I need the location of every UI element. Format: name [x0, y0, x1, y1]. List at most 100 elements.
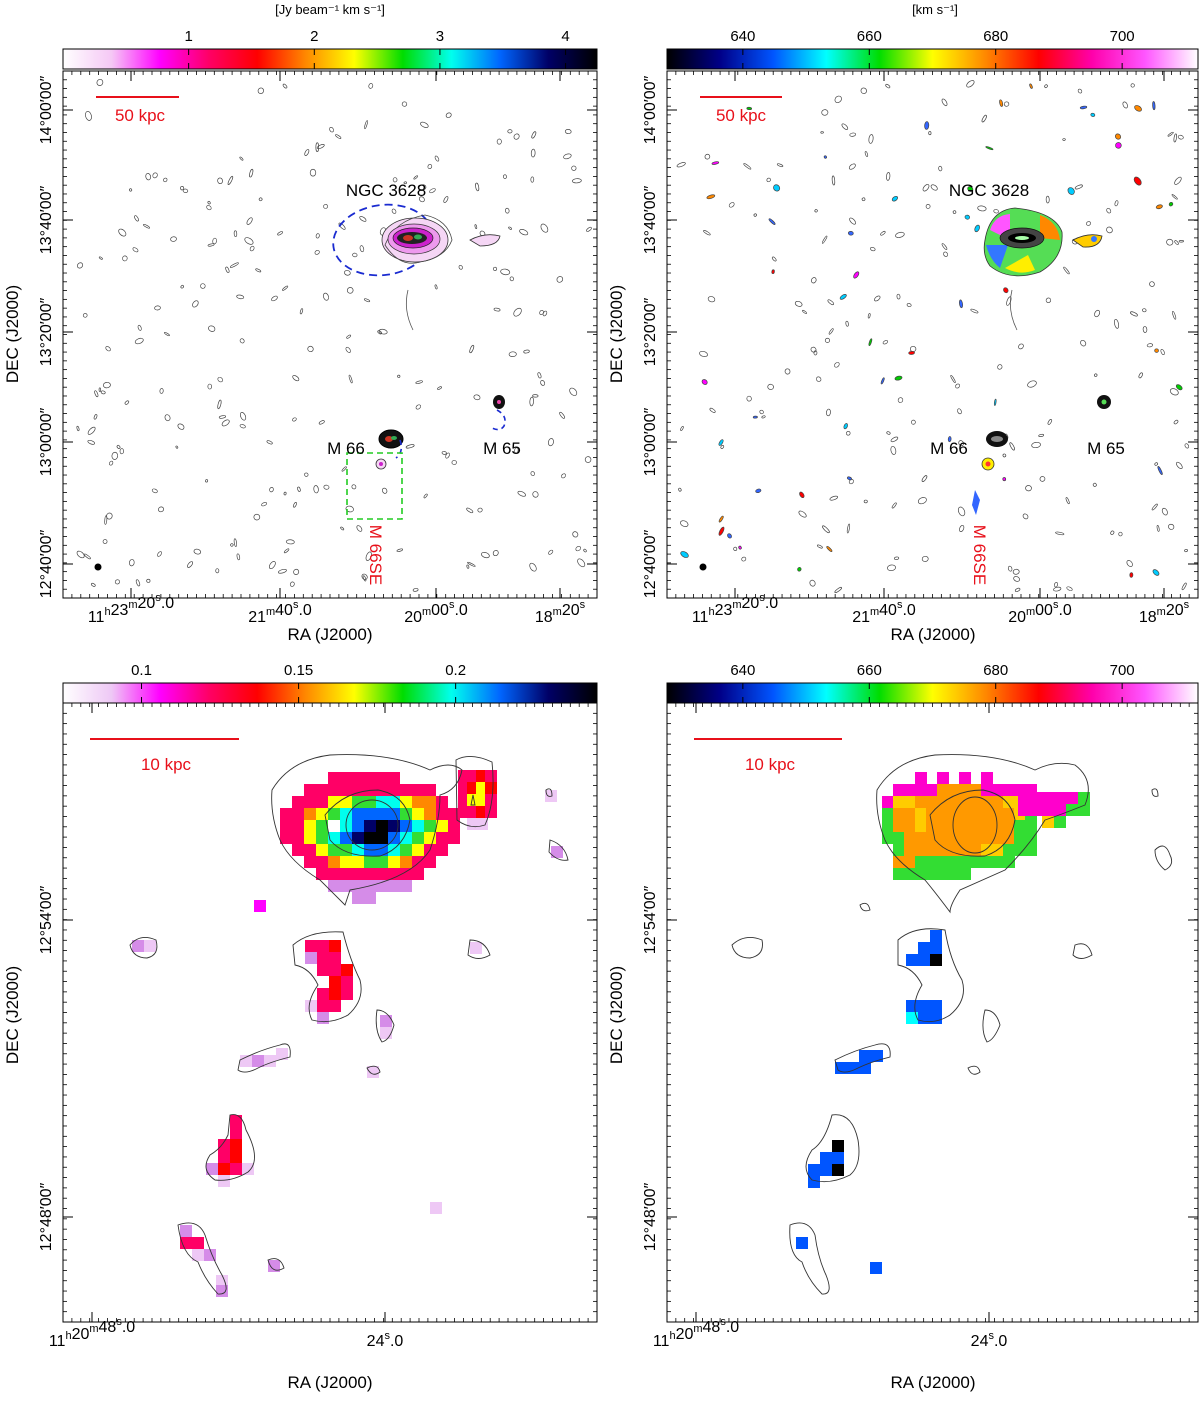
noise-contour — [193, 548, 202, 555]
pixel — [937, 856, 949, 868]
noise-contour — [741, 556, 747, 562]
label-ngc3628-tr: NGC 3628 — [949, 181, 1029, 200]
scalebar-tr: 50 kpc — [700, 96, 782, 125]
noise-contour — [921, 555, 929, 562]
noise-contour — [930, 184, 938, 191]
noise-contour — [338, 222, 346, 230]
beam-tr — [699, 563, 707, 571]
noise-contour — [469, 344, 475, 354]
noise-contour — [993, 209, 999, 214]
noise-contour — [572, 531, 579, 538]
pixel — [144, 940, 156, 952]
label-ngc3628-tl: NGC 3628 — [346, 181, 426, 200]
noise-contour — [1152, 101, 1156, 111]
noise-contour — [316, 144, 325, 150]
noise-contour — [827, 299, 835, 306]
noise-contour — [1154, 348, 1159, 353]
pixel — [915, 796, 927, 808]
x-tick-label: 21m40s.0 — [248, 599, 312, 626]
pixel — [1014, 844, 1026, 856]
colorbar-bl — [62, 682, 598, 704]
pixel — [400, 808, 412, 820]
pixel — [340, 832, 352, 844]
noise-contour — [427, 163, 433, 170]
noise-contour — [345, 505, 354, 513]
pixel — [904, 868, 916, 880]
pixel — [364, 772, 376, 784]
pixel — [926, 784, 938, 796]
noise-contour — [941, 243, 948, 250]
noise-contour — [87, 426, 96, 435]
x-tick-label: 11h20m48s.0 — [653, 1316, 739, 1350]
pixel — [276, 1048, 288, 1060]
colorbar-br — [666, 682, 1199, 704]
noise-contour — [680, 551, 689, 558]
noise-contour — [200, 283, 206, 289]
noise-contour — [313, 485, 319, 494]
noise-contour — [1173, 419, 1179, 425]
noise-contour — [508, 351, 517, 358]
noise-contour — [292, 375, 300, 382]
pixel — [948, 856, 960, 868]
pixel — [1042, 792, 1054, 804]
pixel-map-bl — [132, 770, 563, 1297]
pixel — [1054, 804, 1066, 816]
noise-contours-tr — [676, 80, 1190, 593]
noise-contour — [434, 155, 440, 162]
noise-contour — [481, 551, 490, 559]
pixel-map-br — [796, 772, 1090, 1274]
noise-contour — [221, 419, 230, 427]
noise-contour — [1110, 530, 1115, 535]
pixel — [400, 832, 412, 844]
pixel — [1054, 816, 1066, 828]
noise-contour — [1149, 281, 1155, 287]
noise-contour — [880, 377, 885, 385]
x-tick-label: 20m00s.0 — [1008, 599, 1072, 626]
noise-contour — [282, 83, 288, 89]
noise-contour — [539, 309, 544, 316]
pixel — [292, 832, 304, 844]
pixel — [268, 1260, 280, 1272]
noise-contour — [1012, 568, 1020, 575]
noise-contour — [891, 195, 899, 202]
contours-bl — [129, 754, 569, 1295]
noise-contour — [283, 548, 290, 554]
noise-contour — [145, 173, 151, 181]
pixel — [1018, 804, 1030, 816]
noise-contour — [1173, 133, 1177, 143]
noise-contour — [967, 186, 974, 192]
noise-contour — [106, 512, 113, 520]
noise-contour — [964, 214, 970, 220]
noise-contour — [1115, 142, 1122, 149]
noise-contour — [1157, 466, 1163, 475]
noise-contour — [285, 539, 295, 545]
label-m65-tr: M 65 — [1087, 439, 1125, 458]
pixel — [328, 796, 340, 808]
pixel — [1042, 816, 1054, 828]
noise-contour — [76, 550, 85, 559]
noise-contour — [922, 184, 930, 192]
pixel — [485, 782, 497, 794]
noise-contour — [947, 436, 952, 443]
noise-contour — [217, 376, 224, 383]
noise-contour — [129, 188, 133, 192]
pixel — [485, 806, 497, 818]
pixel — [352, 808, 364, 820]
noise-contour — [752, 415, 758, 419]
noise-contour — [799, 491, 805, 499]
noise-contour — [368, 83, 374, 89]
noise-contour — [845, 430, 851, 436]
noise-contour — [93, 414, 98, 420]
noise-contour — [718, 515, 724, 523]
noise-contour — [413, 175, 419, 180]
noise-contour — [152, 172, 158, 179]
noise-contour — [886, 431, 891, 435]
noise-contour — [361, 573, 368, 580]
noise-contour — [258, 197, 263, 202]
pixel — [192, 1237, 204, 1249]
noise-contour — [418, 184, 427, 191]
pixel — [904, 844, 916, 856]
x-tick-label: 24s.0 — [971, 1330, 1008, 1350]
pixel — [328, 868, 340, 880]
noise-contour — [861, 197, 866, 202]
